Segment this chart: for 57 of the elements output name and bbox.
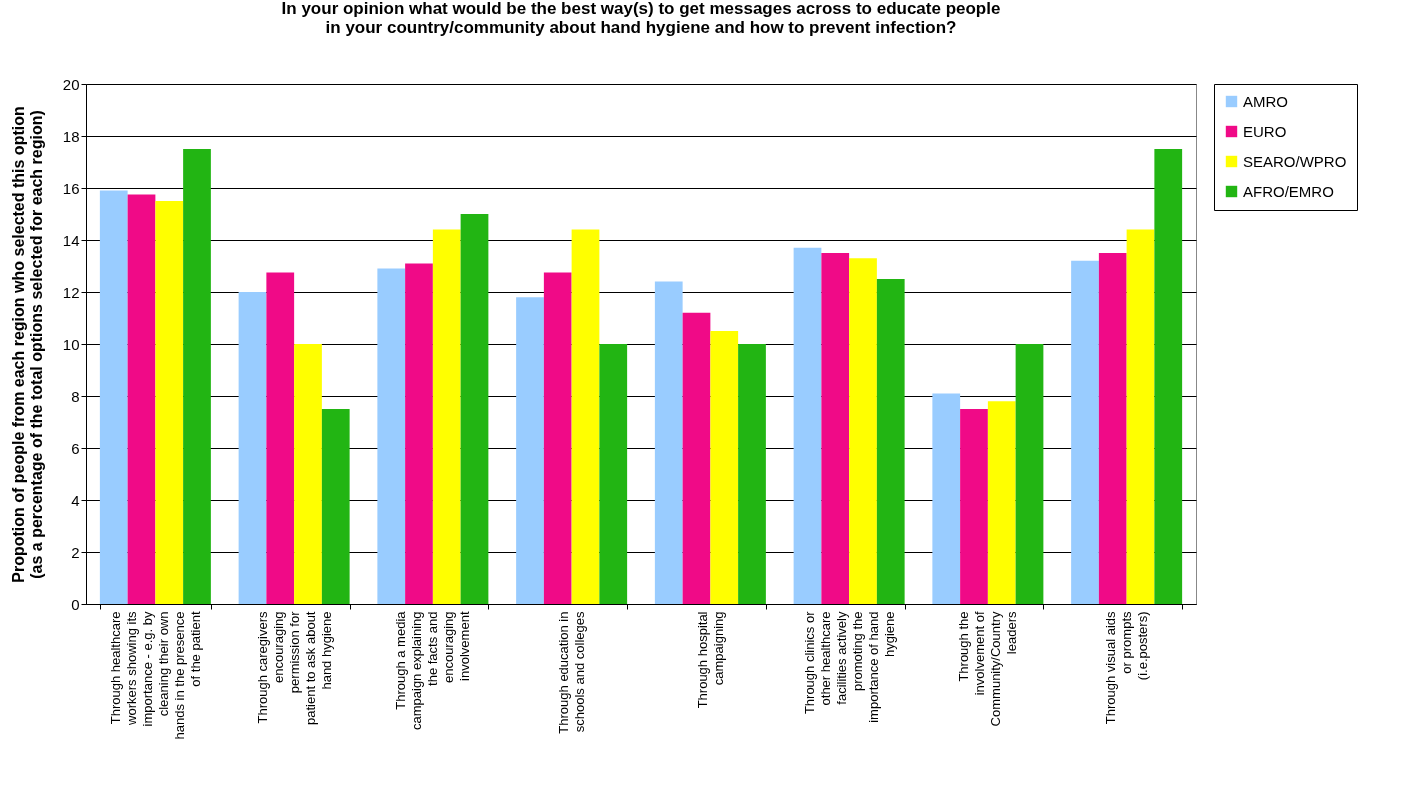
bar	[99, 190, 128, 604]
bar	[987, 401, 1016, 604]
bar	[238, 292, 267, 604]
bar	[1015, 344, 1044, 604]
bar	[1071, 260, 1099, 604]
bar	[321, 409, 350, 604]
bar	[932, 393, 961, 604]
y-tick-label: 10	[62, 335, 80, 353]
text: Propotion of people from each region who selected this option	[9, 106, 27, 583]
y-tick-label: 8	[71, 387, 80, 405]
bar	[571, 229, 600, 604]
y-tick-label: 16	[62, 179, 80, 197]
y-tick-label: 4	[71, 491, 80, 509]
bar	[821, 253, 850, 604]
bar	[1126, 229, 1155, 604]
text: In your opinion what would be the best way(s) to get messages across to educate people	[281, 0, 1001, 18]
y-tick-label: 6	[71, 439, 80, 457]
bar	[405, 263, 433, 604]
bar	[155, 201, 184, 604]
bar	[460, 214, 489, 604]
bar	[960, 409, 988, 604]
bar	[849, 258, 877, 604]
text: (as a percentage of the total options selected for each region)	[27, 110, 45, 579]
y-tick-label: 2	[71, 543, 80, 561]
bar	[710, 331, 739, 604]
x-tick-label: Through visual aids or prompts (i.e.posters)	[1103, 611, 1151, 725]
x-tick-label: Through healthcare workers showing its importance - e.g. by cleaning their own hands in the presence of the patient	[107, 611, 203, 740]
bar	[294, 344, 322, 604]
legend-label: AFRO/EMRO	[1243, 182, 1334, 200]
bar	[793, 247, 822, 604]
bar	[377, 268, 406, 604]
y-tick-label: 12	[62, 283, 80, 301]
bar	[1098, 253, 1127, 604]
legend-label: SEARO/WPRO	[1243, 152, 1347, 170]
bar	[432, 229, 461, 604]
bar	[682, 312, 711, 604]
bar	[543, 272, 572, 604]
legend-label: AMRO	[1243, 92, 1288, 110]
bar	[738, 344, 766, 604]
bar	[516, 297, 544, 604]
y-tick-label: 14	[62, 231, 80, 249]
bar	[599, 344, 628, 604]
y-tick-label: 0	[71, 595, 80, 613]
x-tick-label: Through the involvement of Community/Country leaders	[956, 611, 1020, 727]
text: in your country/community about hand hygiene and how to prevent infection?	[325, 18, 957, 37]
legend-label: EURO	[1243, 122, 1287, 140]
bar	[654, 281, 683, 604]
bar	[876, 279, 905, 604]
x-tick-label: Through clinics or other healthcare facilities actively promoting the importance of hand hygiene	[801, 610, 897, 723]
bar	[266, 272, 295, 604]
y-tick-label: 18	[62, 127, 80, 145]
bar	[127, 194, 156, 604]
bar	[183, 149, 211, 604]
bar	[1154, 149, 1183, 604]
x-tick-label: Through hospital campaigning	[694, 611, 726, 709]
x-tick-label: Through a media campaign explaining the facts and encouraging involvement	[393, 610, 473, 731]
y-tick-label: 20	[62, 75, 80, 93]
